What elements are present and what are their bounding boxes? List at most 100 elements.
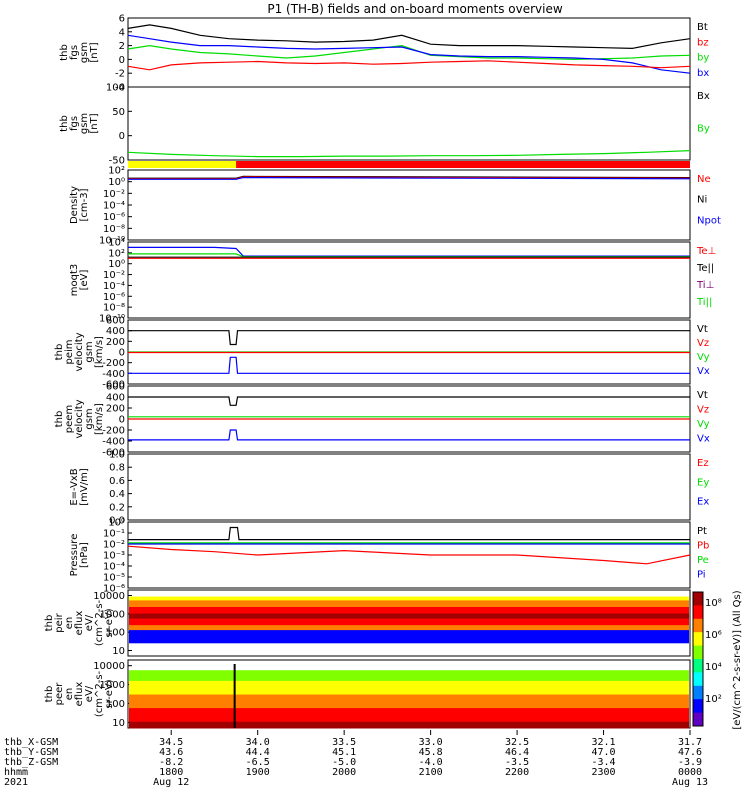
xaxis-tick-label: 31.7 (678, 737, 702, 748)
legend-pressure: Pi (697, 570, 706, 581)
ylabel-temp: moqt3 (69, 264, 80, 297)
ytick-label-peem_v: 200 (106, 404, 125, 415)
ytick-label-peim_v: -600 (102, 380, 125, 391)
spectrogram-cell (129, 616, 689, 619)
xaxis-tick-label: 2300 (591, 767, 615, 778)
ytick-label-temp: 10⁰ (108, 259, 125, 270)
xaxis-row-label: hhmm (4, 767, 28, 778)
ylabel-peer_spec: en (64, 688, 75, 701)
legend-efield: Ez (697, 458, 709, 469)
ylabel-peer_spec: (cm^2-s- (94, 670, 105, 717)
spectrogram-cell (129, 671, 689, 675)
xaxis-tick-label: 47.6 (678, 747, 702, 758)
xaxis-tick-label: -8.2 (159, 757, 183, 768)
spectrogram-cell (129, 606, 689, 609)
series-density-Npot (128, 176, 691, 180)
ytick-label-peer_spec: 10 (112, 718, 125, 729)
spectrogram-cell (129, 709, 689, 712)
spectrogram-cell (129, 692, 689, 695)
ytick-label-peer_spec: 10000 (93, 661, 125, 672)
ytick-label-peer_spec: 100 (106, 699, 125, 710)
xaxis-tick-label: -3.9 (678, 757, 702, 768)
spectrogram-cell (129, 697, 689, 700)
spectrogram-cell (129, 623, 689, 626)
spectrogram-cell (129, 609, 689, 612)
ytick-label-density: 10⁻⁶ (103, 212, 125, 223)
ylabel-density: [cm-3] (79, 188, 90, 221)
spectrogram-cell (129, 677, 689, 680)
series-pressure-Pb (127, 545, 691, 565)
ytick-label-peir_spec: 1000 (100, 609, 125, 620)
ytick-label-temp: 10⁻² (103, 270, 125, 281)
ytick-label-pressure: 10⁻² (103, 540, 125, 551)
panel-frame-efield (127, 453, 691, 521)
spectrogram-cell (129, 599, 689, 603)
series-fgs-bz (127, 60, 691, 71)
series-fgs_by-By (127, 150, 691, 158)
ytick-label-efield: 1.0 (109, 450, 125, 461)
ylabel-fgs: thb (59, 44, 70, 61)
xaxis-tick-label: 0000 (678, 767, 702, 778)
ylabel-fgs: fgs (69, 45, 80, 60)
ytick-label-fgs_by: 0 (119, 131, 125, 142)
ytick-label-efield: 0.4 (109, 489, 125, 500)
legend-peem_v: Vy (697, 419, 710, 430)
ytick-label-peim_v: -400 (102, 369, 125, 380)
spectrogram-cell (129, 683, 689, 686)
ytick-label-peir_spec: 100 (106, 628, 125, 639)
xaxis-date-label: Aug 13 (672, 777, 708, 788)
xaxis-tick-label: 33.5 (332, 737, 356, 748)
spectrogram-cell (129, 694, 689, 697)
spectrogram-cell (129, 702, 689, 705)
legend-peem_v: Vx (697, 434, 710, 445)
spectrogram-cell (129, 603, 689, 606)
spectrogram-cell (129, 631, 689, 634)
xaxis-tick-label: 32.5 (505, 737, 529, 748)
spectrogram-cell (129, 688, 689, 692)
colorbar-tick: 10² (705, 694, 722, 705)
ytick-label-density: 10⁰ (108, 177, 125, 188)
spectrogram-cell (129, 717, 689, 720)
xaxis-year: 2021 (4, 777, 28, 788)
spectrogram-peir_spec (129, 596, 689, 644)
legend-pressure: Pt (697, 526, 707, 537)
spectrogram-cell (129, 705, 689, 709)
spectrogram-cell (129, 721, 689, 724)
ytick-label-fgs: 0 (119, 55, 125, 66)
xaxis-row-label: thb_Y-GSM (4, 747, 58, 758)
xaxis-tick-label: 47.0 (591, 747, 615, 758)
spectrogram-cell (129, 685, 689, 688)
legend-density: Ne (697, 174, 711, 185)
series-pressure-Pt (128, 526, 690, 541)
xaxis-tick-label: 33.0 (419, 737, 443, 748)
legend-density: Ni (697, 195, 707, 206)
ytick-label-temp: 10⁴ (108, 238, 125, 249)
ytick-label-fgs: -2 (115, 69, 125, 80)
colorbar-tick: 10⁶ (705, 630, 722, 641)
ylabel-peir_spec: thb (44, 615, 55, 632)
spectrogram-cell (129, 711, 689, 714)
ylabel-temp: [eV] (79, 270, 90, 291)
ytick-label-pressure: 10⁻³ (103, 551, 125, 562)
xaxis-tick-label: 34.5 (159, 737, 183, 748)
legend-peim_v: Vz (697, 338, 709, 349)
spectrogram-cell (129, 682, 689, 685)
colorbar-tick: 10⁴ (705, 662, 722, 673)
legend-temp: Te|| (696, 263, 714, 274)
legend-fgs: Bt (697, 22, 708, 33)
xaxis-tick-label: -3.5 (505, 757, 529, 768)
ylabel-peem_v: [km/s] (94, 403, 105, 435)
spectrogram-cell (129, 634, 689, 637)
ylabel-efield: [mV/m] (79, 468, 90, 506)
spectrogram-peer_spec (129, 664, 689, 729)
colorbar-label: [eV/(cm^2-s-sr-eV)] (All Qs) (732, 590, 743, 729)
ylabel-fgs_by: [nT] (89, 113, 100, 133)
spectrogram-cell (129, 632, 689, 636)
ytick-label-temp: 10⁻⁴ (103, 281, 125, 292)
ylabel-peer_spec: peer (54, 682, 65, 706)
ylabel-peem_v: peem (64, 405, 75, 433)
legend-peim_v: Vy (697, 352, 710, 363)
xaxis-tick-label: 44.4 (246, 747, 270, 758)
legend-peem_v: Vt (697, 390, 708, 401)
spectrogram-cell (129, 722, 689, 726)
